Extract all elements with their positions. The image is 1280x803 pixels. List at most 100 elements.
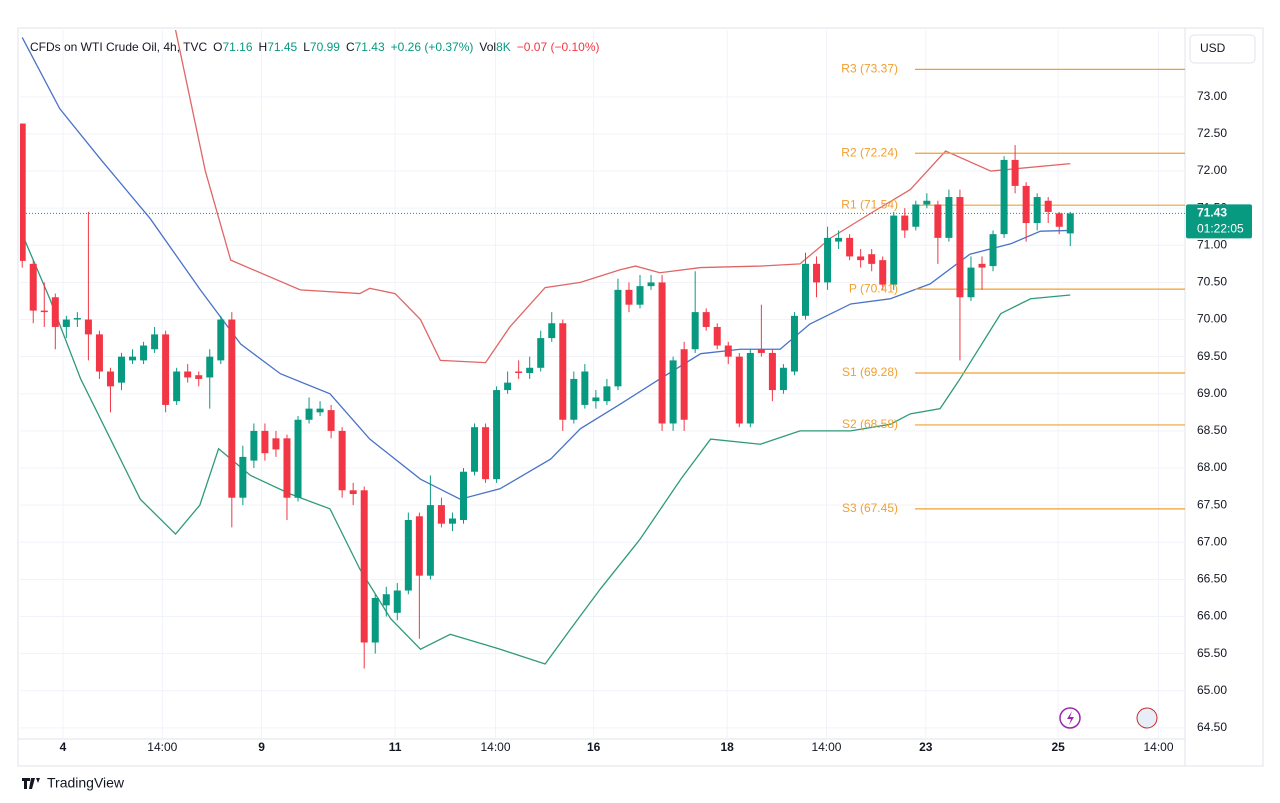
x-tick-label: 16 xyxy=(587,740,601,754)
candle-body xyxy=(151,334,159,350)
header-item: H xyxy=(259,40,268,54)
candle-body xyxy=(647,282,655,287)
frame xyxy=(17,27,1264,767)
flag-icon[interactable] xyxy=(1136,707,1158,729)
candle-body xyxy=(956,197,964,298)
candle-body xyxy=(493,390,501,480)
x-tick-label: 11 xyxy=(389,740,402,754)
candle-body xyxy=(724,345,732,357)
candle-body xyxy=(1022,185,1030,224)
currency-label[interactable]: USD xyxy=(1200,41,1226,55)
currency-button[interactable] xyxy=(1189,34,1256,64)
y-tick-label: 67.00 xyxy=(1197,534,1227,548)
candle-body xyxy=(1055,213,1063,227)
band-line xyxy=(21,233,1071,665)
header-item: 71.43 xyxy=(355,40,385,54)
pivot-label: R2 (72.24) xyxy=(841,145,898,159)
pivot-label: P (70.41) xyxy=(849,281,898,295)
countdown-label: 01:22:05 xyxy=(1197,222,1244,236)
candle-body xyxy=(272,438,280,450)
pivot-label: R3 (73.37) xyxy=(841,62,898,76)
header-item: Vol xyxy=(479,40,496,54)
pivot-label: S3 (67.45) xyxy=(842,501,898,515)
header-item: 70.99 xyxy=(310,40,340,54)
candle-body xyxy=(1033,197,1041,224)
candle-body xyxy=(117,356,125,383)
candle-body xyxy=(603,386,611,402)
candle-body xyxy=(404,519,412,591)
y-tick-label: 71.00 xyxy=(1197,237,1227,251)
candle-body xyxy=(360,490,368,643)
header-item: 71.16 xyxy=(223,40,253,54)
candle-body xyxy=(1000,159,1008,235)
candle-body xyxy=(129,356,137,361)
pivot-label: S1 (69.28) xyxy=(842,365,898,379)
legend-header: CFDs on WTI Crude Oil, 4h, TVC O71.16 H71.… xyxy=(30,40,600,54)
candle-body xyxy=(73,318,81,320)
candle-body xyxy=(393,590,401,613)
candle-body xyxy=(228,319,236,498)
x-tick-label: 23 xyxy=(919,740,933,754)
candle-body xyxy=(206,356,214,378)
candle-body xyxy=(459,471,467,520)
brand-name: TradingView xyxy=(47,775,125,791)
candle-body xyxy=(349,490,357,495)
candle-body xyxy=(934,204,942,238)
header-item: +0.26 (+0.37%) xyxy=(391,40,474,54)
candle-body xyxy=(515,371,523,373)
y-tick-label: 69.00 xyxy=(1197,386,1227,400)
candle-body xyxy=(371,597,379,643)
candle-body xyxy=(901,215,909,231)
x-tick-label: 18 xyxy=(720,740,734,754)
candle-body xyxy=(835,237,843,242)
candle-body xyxy=(879,260,887,285)
candle-body xyxy=(382,594,390,606)
candle-body xyxy=(813,263,821,283)
y-tick-label: 70.00 xyxy=(1197,312,1227,326)
candle-body xyxy=(482,427,490,480)
candle-body xyxy=(768,352,776,391)
candle-body xyxy=(217,319,225,361)
candle-body xyxy=(195,375,203,379)
candle-body xyxy=(283,438,291,498)
header-item: 8K xyxy=(496,40,511,54)
x-tick-label: 25 xyxy=(1051,740,1065,754)
candle-body xyxy=(294,419,302,498)
candle-body xyxy=(106,371,114,387)
candle-body xyxy=(989,234,997,267)
candle-body xyxy=(592,397,600,402)
candle-body xyxy=(261,430,269,454)
candle-body xyxy=(184,371,192,378)
brand-logo xyxy=(22,778,40,789)
candle-body xyxy=(978,263,986,268)
candle-body xyxy=(471,427,479,472)
candle-body xyxy=(316,408,324,413)
candle-body xyxy=(448,518,456,524)
candle-body xyxy=(1011,159,1019,186)
y-tick-label: 65.50 xyxy=(1197,646,1227,660)
axes: 64.50 65.00 65.50 66.00 66.50 67.00 67.50 68.00… xyxy=(60,89,1228,754)
candle-body xyxy=(173,371,181,402)
y-tick-label: 65.00 xyxy=(1197,683,1227,697)
candle-body xyxy=(415,516,423,576)
candle-body xyxy=(713,326,721,346)
candle-body xyxy=(1044,200,1052,212)
candle-body xyxy=(702,312,710,327)
candle-body xyxy=(967,267,975,298)
header-item: O xyxy=(213,40,222,54)
candle-body xyxy=(250,430,258,461)
candle-body xyxy=(559,323,567,420)
candle-body xyxy=(305,408,313,420)
x-tick-label: 9 xyxy=(258,740,265,754)
candle-body xyxy=(669,360,677,424)
candle-body xyxy=(923,200,931,205)
candle-body xyxy=(945,197,953,238)
candle-body xyxy=(735,356,743,424)
y-tick-label: 70.50 xyxy=(1197,275,1227,289)
candle-body xyxy=(625,289,633,305)
candle-body xyxy=(426,505,434,576)
candle-body xyxy=(95,334,103,372)
last-price-label: 71.43 xyxy=(1197,206,1227,220)
candle-body xyxy=(746,352,754,424)
